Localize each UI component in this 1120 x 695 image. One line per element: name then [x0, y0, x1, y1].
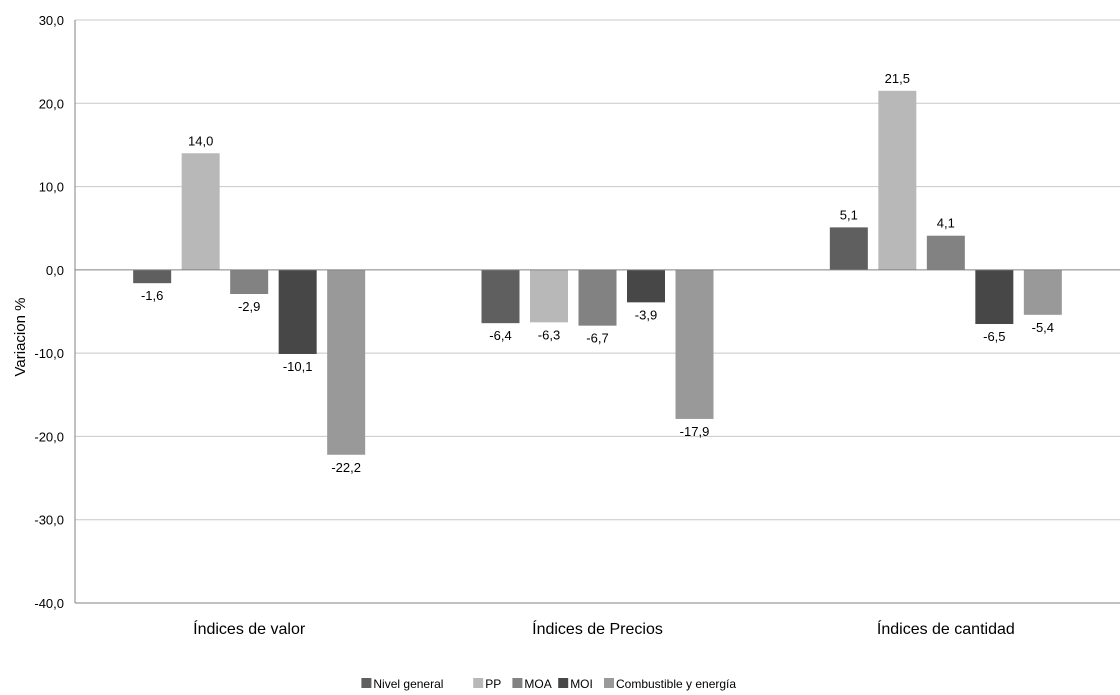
data-label: 21,5	[885, 71, 910, 86]
bar	[829, 227, 868, 270]
data-label: -22,2	[331, 460, 361, 475]
bar	[481, 269, 520, 324]
data-label: -6,5	[983, 329, 1005, 344]
y-axis-label: Variacion %	[12, 298, 29, 377]
category-label: Índices de valor	[193, 619, 306, 638]
data-label: -6,3	[538, 327, 560, 342]
data-label: 4,1	[937, 216, 955, 231]
data-label: 5,1	[840, 207, 858, 222]
category-label: Índices de Precios	[532, 619, 663, 638]
y-tick-label: 20,0	[39, 96, 64, 111]
data-label: -2,9	[238, 299, 260, 314]
data-label: -10,1	[283, 359, 313, 374]
data-label: -6,4	[489, 328, 511, 343]
data-label: -17,9	[680, 424, 710, 439]
y-tick-label: 30,0	[39, 13, 64, 28]
bar	[675, 269, 714, 419]
bar	[878, 90, 917, 270]
bar	[230, 269, 269, 295]
y-tick-labels: 30,0 20,0 10,0 0,0 -10,0 -20,0 -30,0 -40,0	[34, 13, 64, 611]
legend-label: Combustible y energía	[616, 677, 736, 691]
bar	[926, 235, 965, 270]
axes	[74, 20, 1120, 604]
y-tick-label: -10,0	[34, 346, 64, 361]
data-labels: -1,6 14,0 -2,9 -10,1 -22,2 -6,4 -6,3 -6,7 -3,9 -1…	[141, 71, 1054, 475]
category-label: Índices de cantidad	[877, 619, 1015, 638]
bar	[627, 269, 665, 303]
legend-swatch	[361, 678, 372, 688]
legend-label: PP	[485, 677, 501, 691]
data-label: -5,4	[1032, 320, 1054, 335]
data-label: -3,9	[635, 307, 657, 322]
data-label: -1,6	[141, 288, 163, 303]
data-label: -6,7	[586, 331, 608, 346]
bar	[530, 269, 568, 323]
bar	[133, 269, 172, 284]
bars	[133, 90, 1062, 455]
legend-swatch	[604, 678, 614, 688]
y-tick-label: 0,0	[46, 263, 64, 278]
legend-label: MOA	[524, 677, 551, 691]
bar	[1023, 269, 1062, 315]
legend: Nivel general PP MOA MOI Combustible y energ…	[361, 677, 736, 691]
y-tick-label: 10,0	[39, 180, 64, 195]
bar	[181, 153, 220, 270]
y-tick-label: -40,0	[34, 596, 64, 611]
y-tick-label: -20,0	[34, 429, 64, 444]
legend-swatch	[512, 678, 523, 688]
category-labels: Índices de valor Índices de Precios Índice…	[193, 619, 1015, 638]
bar	[327, 269, 366, 455]
y-tick-label: -30,0	[34, 513, 64, 528]
legend-label: MOI	[570, 677, 593, 691]
legend-swatch	[558, 678, 569, 688]
legend-swatch	[473, 678, 484, 688]
bar	[578, 269, 617, 326]
legend-label: Nivel general	[373, 677, 443, 691]
bar	[975, 269, 1014, 324]
data-label: 14,0	[188, 133, 213, 148]
bar	[278, 269, 317, 354]
